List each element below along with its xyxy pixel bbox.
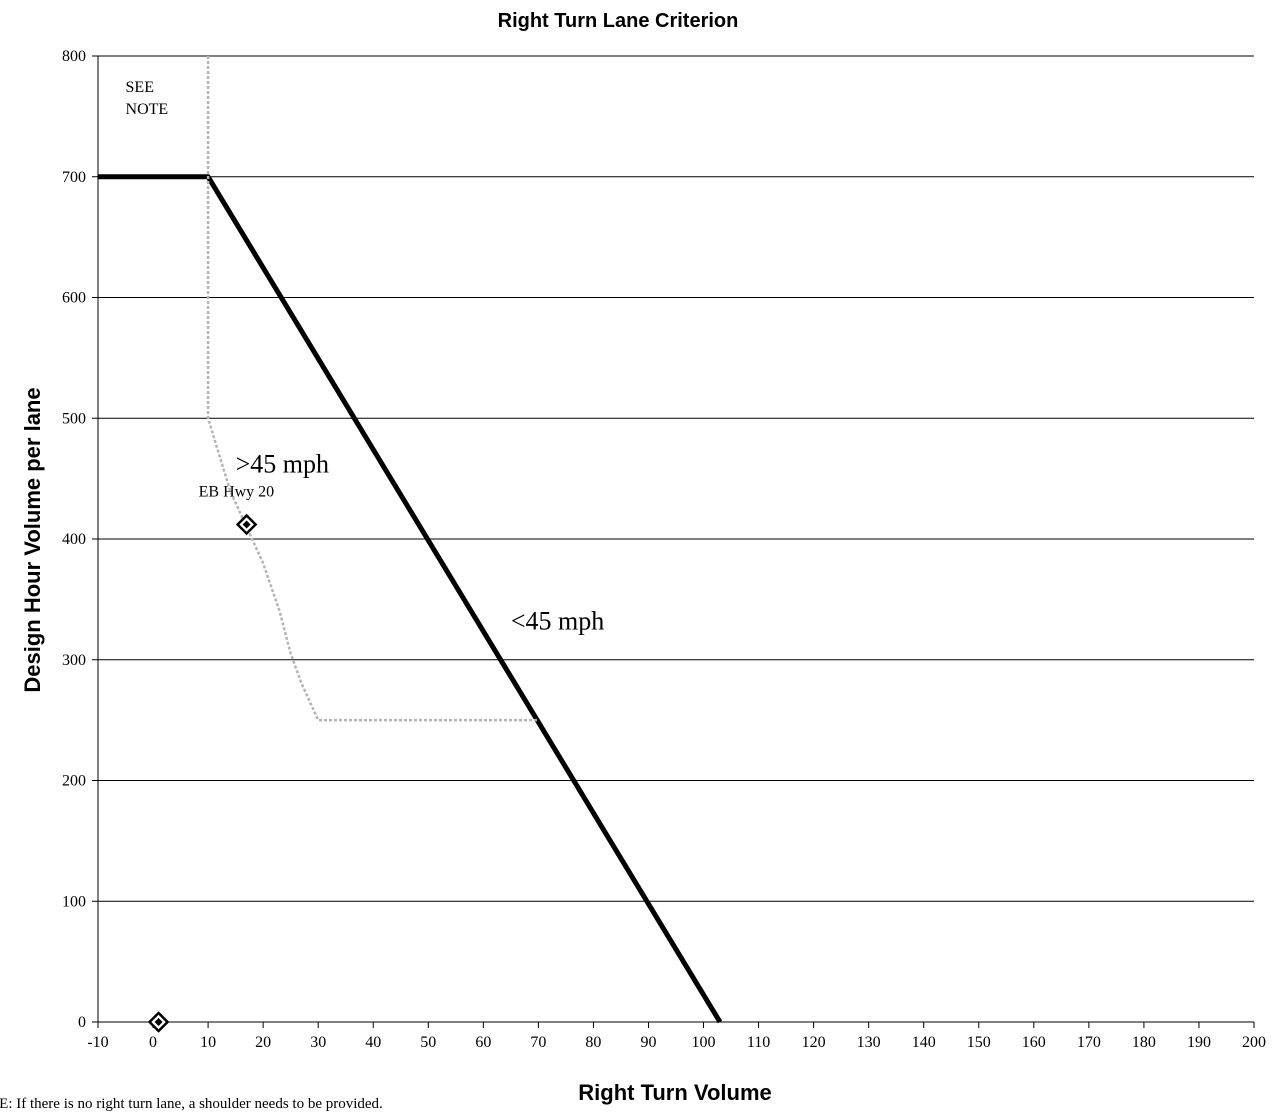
footnote: TE: If there is no right turn lane, a sh…: [0, 1096, 383, 1111]
x-tick-label: 60: [475, 1034, 491, 1051]
x-tick-label: 140: [912, 1034, 936, 1051]
x-axis-label: Right Turn Volume: [578, 1080, 772, 1105]
series-line-speed-boundary: [98, 174, 723, 1024]
series-line-warrant-curve: [206, 56, 539, 722]
x-tick-label: 80: [585, 1034, 601, 1051]
x-tick-label: 30: [310, 1034, 326, 1051]
x-tick-label: 90: [640, 1034, 656, 1051]
x-tick-label: 120: [802, 1034, 826, 1051]
marker-label: EB Hwy 20: [199, 484, 275, 501]
x-tick-label: 150: [967, 1034, 991, 1051]
x-tick-label: 190: [1187, 1034, 1211, 1051]
annotations: SEE NOTE >45 mph <45 mph: [126, 79, 605, 635]
x-tick-label: 0: [149, 1034, 157, 1051]
y-tick-label: 800: [62, 48, 86, 65]
x-tick-label: 170: [1077, 1034, 1101, 1051]
x-tick-label: 20: [255, 1034, 271, 1051]
annotation-see-note: NOTE: [126, 101, 169, 118]
x-tick-label: 70: [530, 1034, 546, 1051]
diamond-marker-core: [242, 520, 251, 529]
x-tick-label: 180: [1132, 1034, 1156, 1051]
series-lines: [98, 56, 723, 1024]
y-tick-label: 100: [62, 893, 86, 910]
y-tick-label: 500: [62, 410, 86, 427]
y-tick-label: 700: [62, 169, 86, 186]
x-tick-label: 50: [420, 1034, 436, 1051]
x-tick-label: -10: [87, 1034, 108, 1051]
x-tick-label: 10: [200, 1034, 216, 1051]
x-tick-label: 110: [747, 1034, 770, 1051]
gridlines: [98, 55, 1254, 1023]
chart-title: Right Turn Lane Criterion: [498, 10, 739, 32]
x-tick-label: 100: [692, 1034, 716, 1051]
x-tick-label: 40: [365, 1034, 381, 1051]
y-axis-label: Design Hour Volume per lane: [20, 387, 45, 692]
x-tick-label: 200: [1242, 1034, 1266, 1051]
diamond-marker-core: [154, 1018, 163, 1026]
x-tick-label: 130: [857, 1034, 881, 1051]
y-tick-label: 400: [62, 531, 86, 548]
y-tick-label: 600: [62, 290, 86, 307]
annotation-see-note: SEE: [126, 79, 154, 96]
y-tick-label: 0: [78, 1014, 86, 1031]
annotation-speed-label: <45 mph: [511, 607, 604, 636]
y-tick-label: 200: [62, 773, 86, 790]
x-tick-label: 160: [1022, 1034, 1046, 1051]
data-markers: EB Hwy 20: [147, 484, 275, 1033]
y-tick-label: 300: [62, 652, 86, 669]
annotation-speed-label: >45 mph: [236, 450, 329, 479]
